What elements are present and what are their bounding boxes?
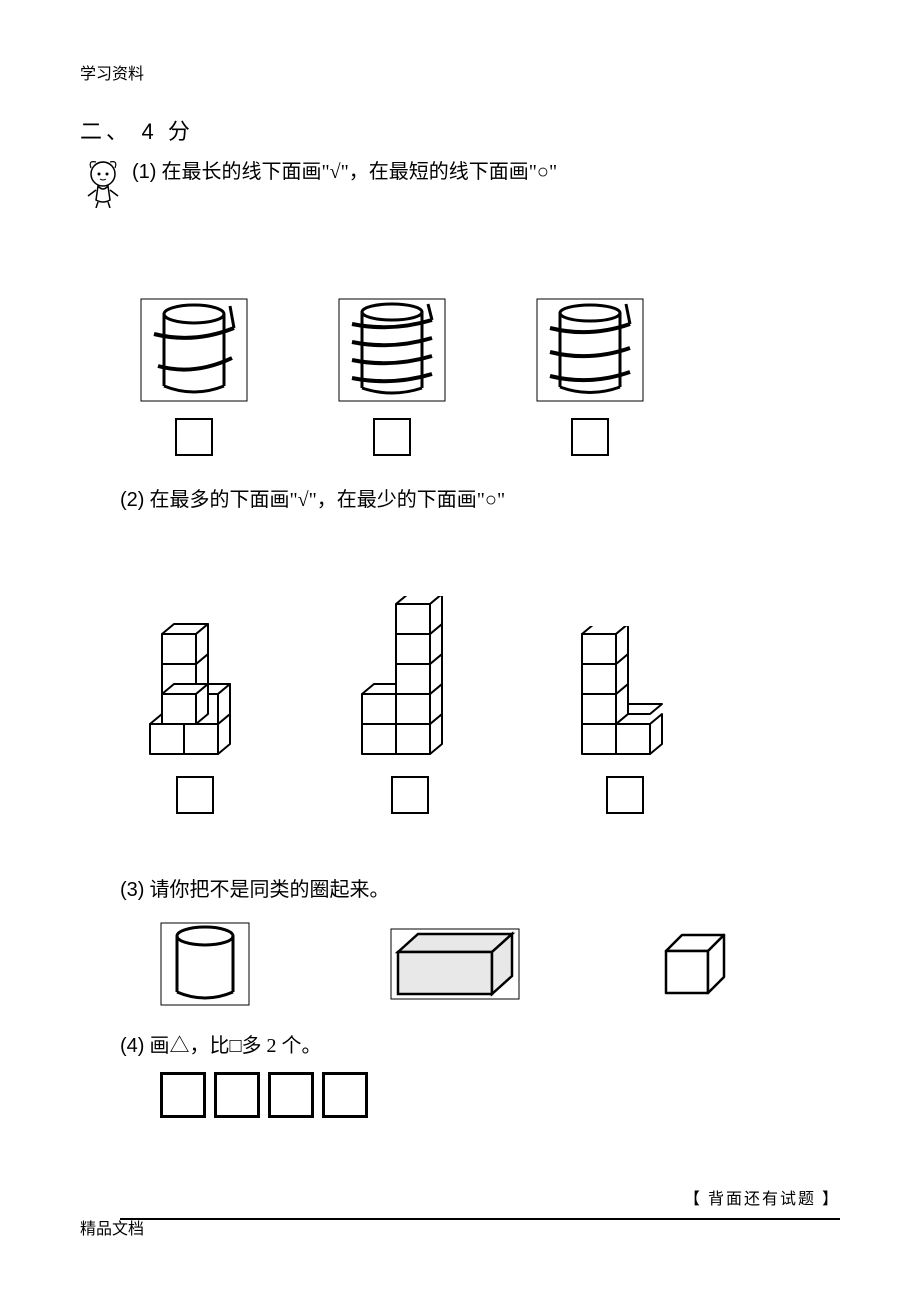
squares-row	[160, 1072, 840, 1118]
question-4: (4) 画△，比□多 2 个。	[120, 1030, 322, 1062]
mascot-icon	[80, 156, 126, 208]
q1-body: 在最长的线下面画"√"，在最短的线下面画"○"	[161, 161, 557, 183]
q2-num: (2)	[120, 489, 144, 511]
footer-left-note: 精品文档	[80, 1215, 144, 1239]
cube-shape-icon	[660, 931, 730, 997]
answer-box[interactable]	[175, 418, 213, 456]
worksheet-page: 学习资料 二、 4 分 (1) 在最长的线下面画"√"，在最短的线下面画"○"	[0, 0, 920, 1289]
cubes-stack-3-icon	[570, 626, 680, 756]
cubes-stack-2-icon	[350, 596, 470, 756]
question-2: (2) 在最多的下面画"√"，在最少的下面画"○"	[120, 484, 505, 516]
section-title: 二、 4 分	[80, 114, 840, 146]
square-shape	[268, 1072, 314, 1118]
cylinder-3wrap-icon	[536, 298, 644, 402]
cylinder-item	[140, 298, 248, 456]
answer-box[interactable]	[176, 776, 214, 814]
square-shape	[322, 1072, 368, 1118]
square-shape	[160, 1072, 206, 1118]
answer-box[interactable]	[606, 776, 644, 814]
q1-text: (1) 在最长的线下面画"√"，在最短的线下面画"○"	[132, 156, 557, 188]
shapes-row	[160, 922, 840, 1006]
cubes-item	[350, 596, 470, 814]
section-points: 4 分	[142, 119, 194, 144]
cylinder-row	[140, 298, 840, 456]
q1-num: (1)	[132, 161, 156, 183]
section-number: 二、	[80, 119, 132, 144]
cuboid-shape-icon	[390, 928, 520, 1000]
square-shape	[214, 1072, 260, 1118]
cylinder-item	[338, 298, 446, 456]
cylinder-item	[536, 298, 644, 456]
divider-line	[120, 1218, 840, 1220]
answer-box[interactable]	[571, 418, 609, 456]
q4-body: 画△，比□多 2 个。	[149, 1035, 321, 1057]
answer-box[interactable]	[391, 776, 429, 814]
answer-box[interactable]	[373, 418, 411, 456]
cubes-row	[140, 596, 840, 814]
q3-num: (3)	[120, 879, 144, 901]
cylinder-2wrap-icon	[140, 298, 248, 402]
header-label: 学习资料	[80, 60, 840, 84]
q2-body: 在最多的下面画"√"，在最少的下面画"○"	[149, 489, 505, 511]
cubes-item	[140, 616, 250, 814]
cubes-item	[570, 626, 680, 814]
q4-num: (4)	[120, 1035, 144, 1057]
question-3: (3) 请你把不是同类的圈起来。	[120, 874, 389, 906]
question-1: (1) 在最长的线下面画"√"，在最短的线下面画"○"	[80, 156, 840, 208]
q3-body: 请你把不是同类的圈起来。	[149, 879, 389, 901]
cylinder-4wrap-icon	[338, 298, 446, 402]
footer-right-note: 【 背面还有试题 】	[684, 1185, 840, 1209]
cylinder-shape-icon	[160, 922, 250, 1006]
cubes-stack-1-icon	[140, 616, 250, 756]
